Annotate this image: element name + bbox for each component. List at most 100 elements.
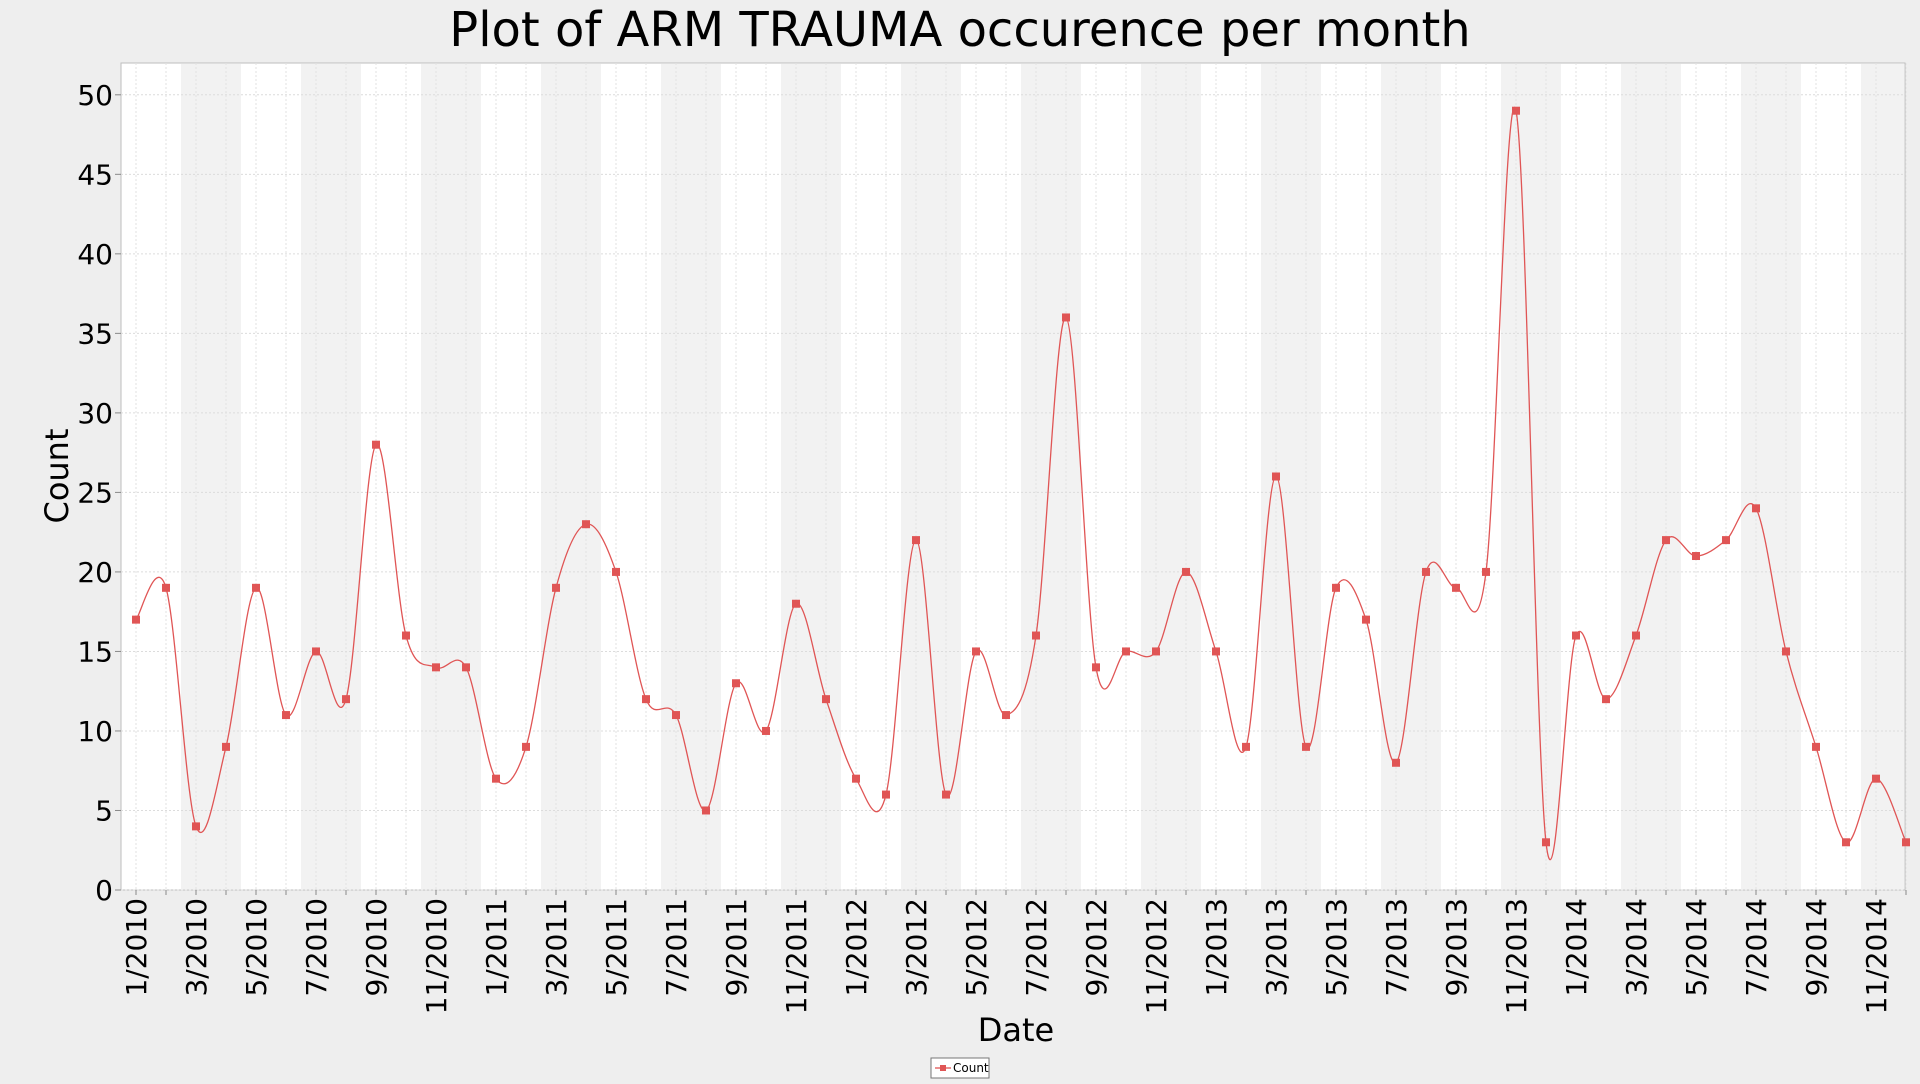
data-point-1-2010	[132, 615, 140, 624]
data-point-2-2010	[162, 583, 170, 592]
x-tick-label: 11/2014	[1860, 898, 1893, 1014]
grid-lines	[121, 63, 1907, 891]
y-tick-label: 40	[77, 238, 113, 271]
x-tick-label: 7/2014	[1740, 898, 1773, 997]
y-tick-label: 0	[95, 874, 113, 907]
x-tick-label: 5/2014	[1680, 898, 1713, 997]
alternating-bands	[181, 64, 1904, 889]
x-tick-label: 3/2013	[1260, 898, 1293, 997]
y-axis-title: Count	[38, 428, 76, 523]
x-tick-label: 9/2013	[1440, 898, 1473, 997]
data-point-5-2011	[612, 567, 620, 576]
background-band	[1861, 64, 1904, 889]
data-point-11-2013	[1512, 106, 1520, 115]
x-tick-label: 11/2011	[780, 898, 813, 1014]
data-point-12-2013	[1542, 838, 1550, 847]
data-point-10-2012	[1122, 647, 1130, 656]
background-band	[1381, 64, 1441, 889]
data-point-9-2011	[732, 679, 740, 688]
x-tick-label: 1/2011	[480, 898, 513, 997]
data-point-3-2012	[912, 536, 920, 545]
data-point-9-2013	[1452, 583, 1460, 592]
background-band	[901, 64, 961, 889]
background-band	[421, 64, 481, 889]
data-point-2-2013	[1242, 742, 1250, 751]
data-point-8-2010	[342, 695, 350, 704]
x-axis-title: Date	[978, 1011, 1054, 1049]
background-band	[1261, 64, 1321, 889]
x-tick-label: 1/2012	[840, 898, 873, 997]
data-point-11-2010	[432, 663, 440, 672]
data-point-5-2013	[1332, 583, 1340, 592]
data-point-6-2010	[282, 711, 290, 720]
data-point-3-2013	[1272, 472, 1280, 481]
x-tick-label: 7/2010	[300, 898, 333, 997]
x-tick-label: 11/2013	[1500, 898, 1533, 1014]
background-band	[301, 64, 361, 889]
data-point-7-2012	[1032, 631, 1040, 640]
x-tick-label: 5/2010	[240, 898, 273, 997]
x-tick-label: 3/2010	[180, 898, 213, 997]
legend: Count	[930, 1057, 990, 1079]
data-point-10-2013	[1482, 567, 1490, 576]
data-point-9-2010	[372, 440, 380, 449]
y-tick-label: 20	[77, 556, 113, 589]
x-axis: 1/2010 3/2010 5/2010 7/2010 9/2010 11/2010 1/2…	[120, 890, 1907, 1014]
data-point-3-2014	[1632, 631, 1640, 640]
legend-marker-swatch	[940, 1065, 946, 1071]
data-point-4-2010	[222, 742, 230, 751]
data-point-6-2014	[1722, 536, 1730, 545]
background-band	[181, 64, 241, 889]
data-point-3-2010	[192, 822, 200, 831]
data-point-7-2014	[1752, 504, 1760, 513]
x-tick-label: 9/2010	[360, 898, 393, 997]
data-point-11-2012	[1152, 647, 1160, 656]
data-point-9-2014	[1812, 742, 1820, 751]
data-point-2-2014	[1602, 695, 1610, 704]
data-point-5-2010	[252, 583, 260, 592]
x-tick-label: 9/2011	[720, 898, 753, 997]
data-point-12-2014	[1902, 838, 1910, 847]
data-point-12-2011	[822, 695, 830, 704]
x-tick-label: 3/2014	[1620, 898, 1653, 997]
x-tick-label: 11/2012	[1140, 898, 1173, 1014]
data-point-12-2012	[1182, 567, 1190, 576]
y-tick-label: 25	[77, 476, 113, 509]
background-band	[781, 64, 841, 889]
data-point-10-2011	[762, 726, 770, 735]
x-tick-label: 9/2014	[1800, 898, 1833, 997]
data-point-1-2012	[852, 774, 860, 783]
y-axis: 0 5 10 15 20 25 30 35 40 45 50	[77, 79, 121, 907]
data-point-11-2011	[792, 599, 800, 608]
background-band	[1741, 64, 1801, 889]
x-tick-label: 3/2011	[540, 898, 573, 997]
data-point-7-2013	[1392, 758, 1400, 767]
legend-label-count: Count	[953, 1061, 989, 1075]
data-point-2-2011	[522, 742, 530, 751]
data-markers	[132, 106, 1910, 847]
x-tick-label: 5/2011	[600, 898, 633, 997]
data-point-4-2013	[1302, 742, 1310, 751]
x-tick-label: 1/2014	[1560, 898, 1593, 997]
data-point-7-2010	[312, 647, 320, 656]
data-point-8-2013	[1422, 567, 1430, 576]
x-tick-label: 7/2013	[1380, 898, 1413, 997]
data-point-12-2010	[462, 663, 470, 672]
data-point-1-2013	[1212, 647, 1220, 656]
data-point-1-2011	[492, 774, 500, 783]
data-point-2-2012	[882, 790, 890, 799]
data-point-10-2010	[402, 631, 410, 640]
data-point-10-2014	[1842, 838, 1850, 847]
data-point-5-2014	[1692, 552, 1700, 561]
background-band	[1021, 64, 1081, 889]
data-point-8-2014	[1782, 647, 1790, 656]
background-band	[541, 64, 601, 889]
legend-box	[930, 1057, 990, 1079]
data-point-7-2011	[672, 711, 680, 720]
y-tick-label: 50	[77, 79, 113, 112]
x-tick-label: 5/2012	[960, 898, 993, 997]
y-tick-label: 30	[77, 397, 113, 430]
plot-area	[120, 62, 1906, 891]
